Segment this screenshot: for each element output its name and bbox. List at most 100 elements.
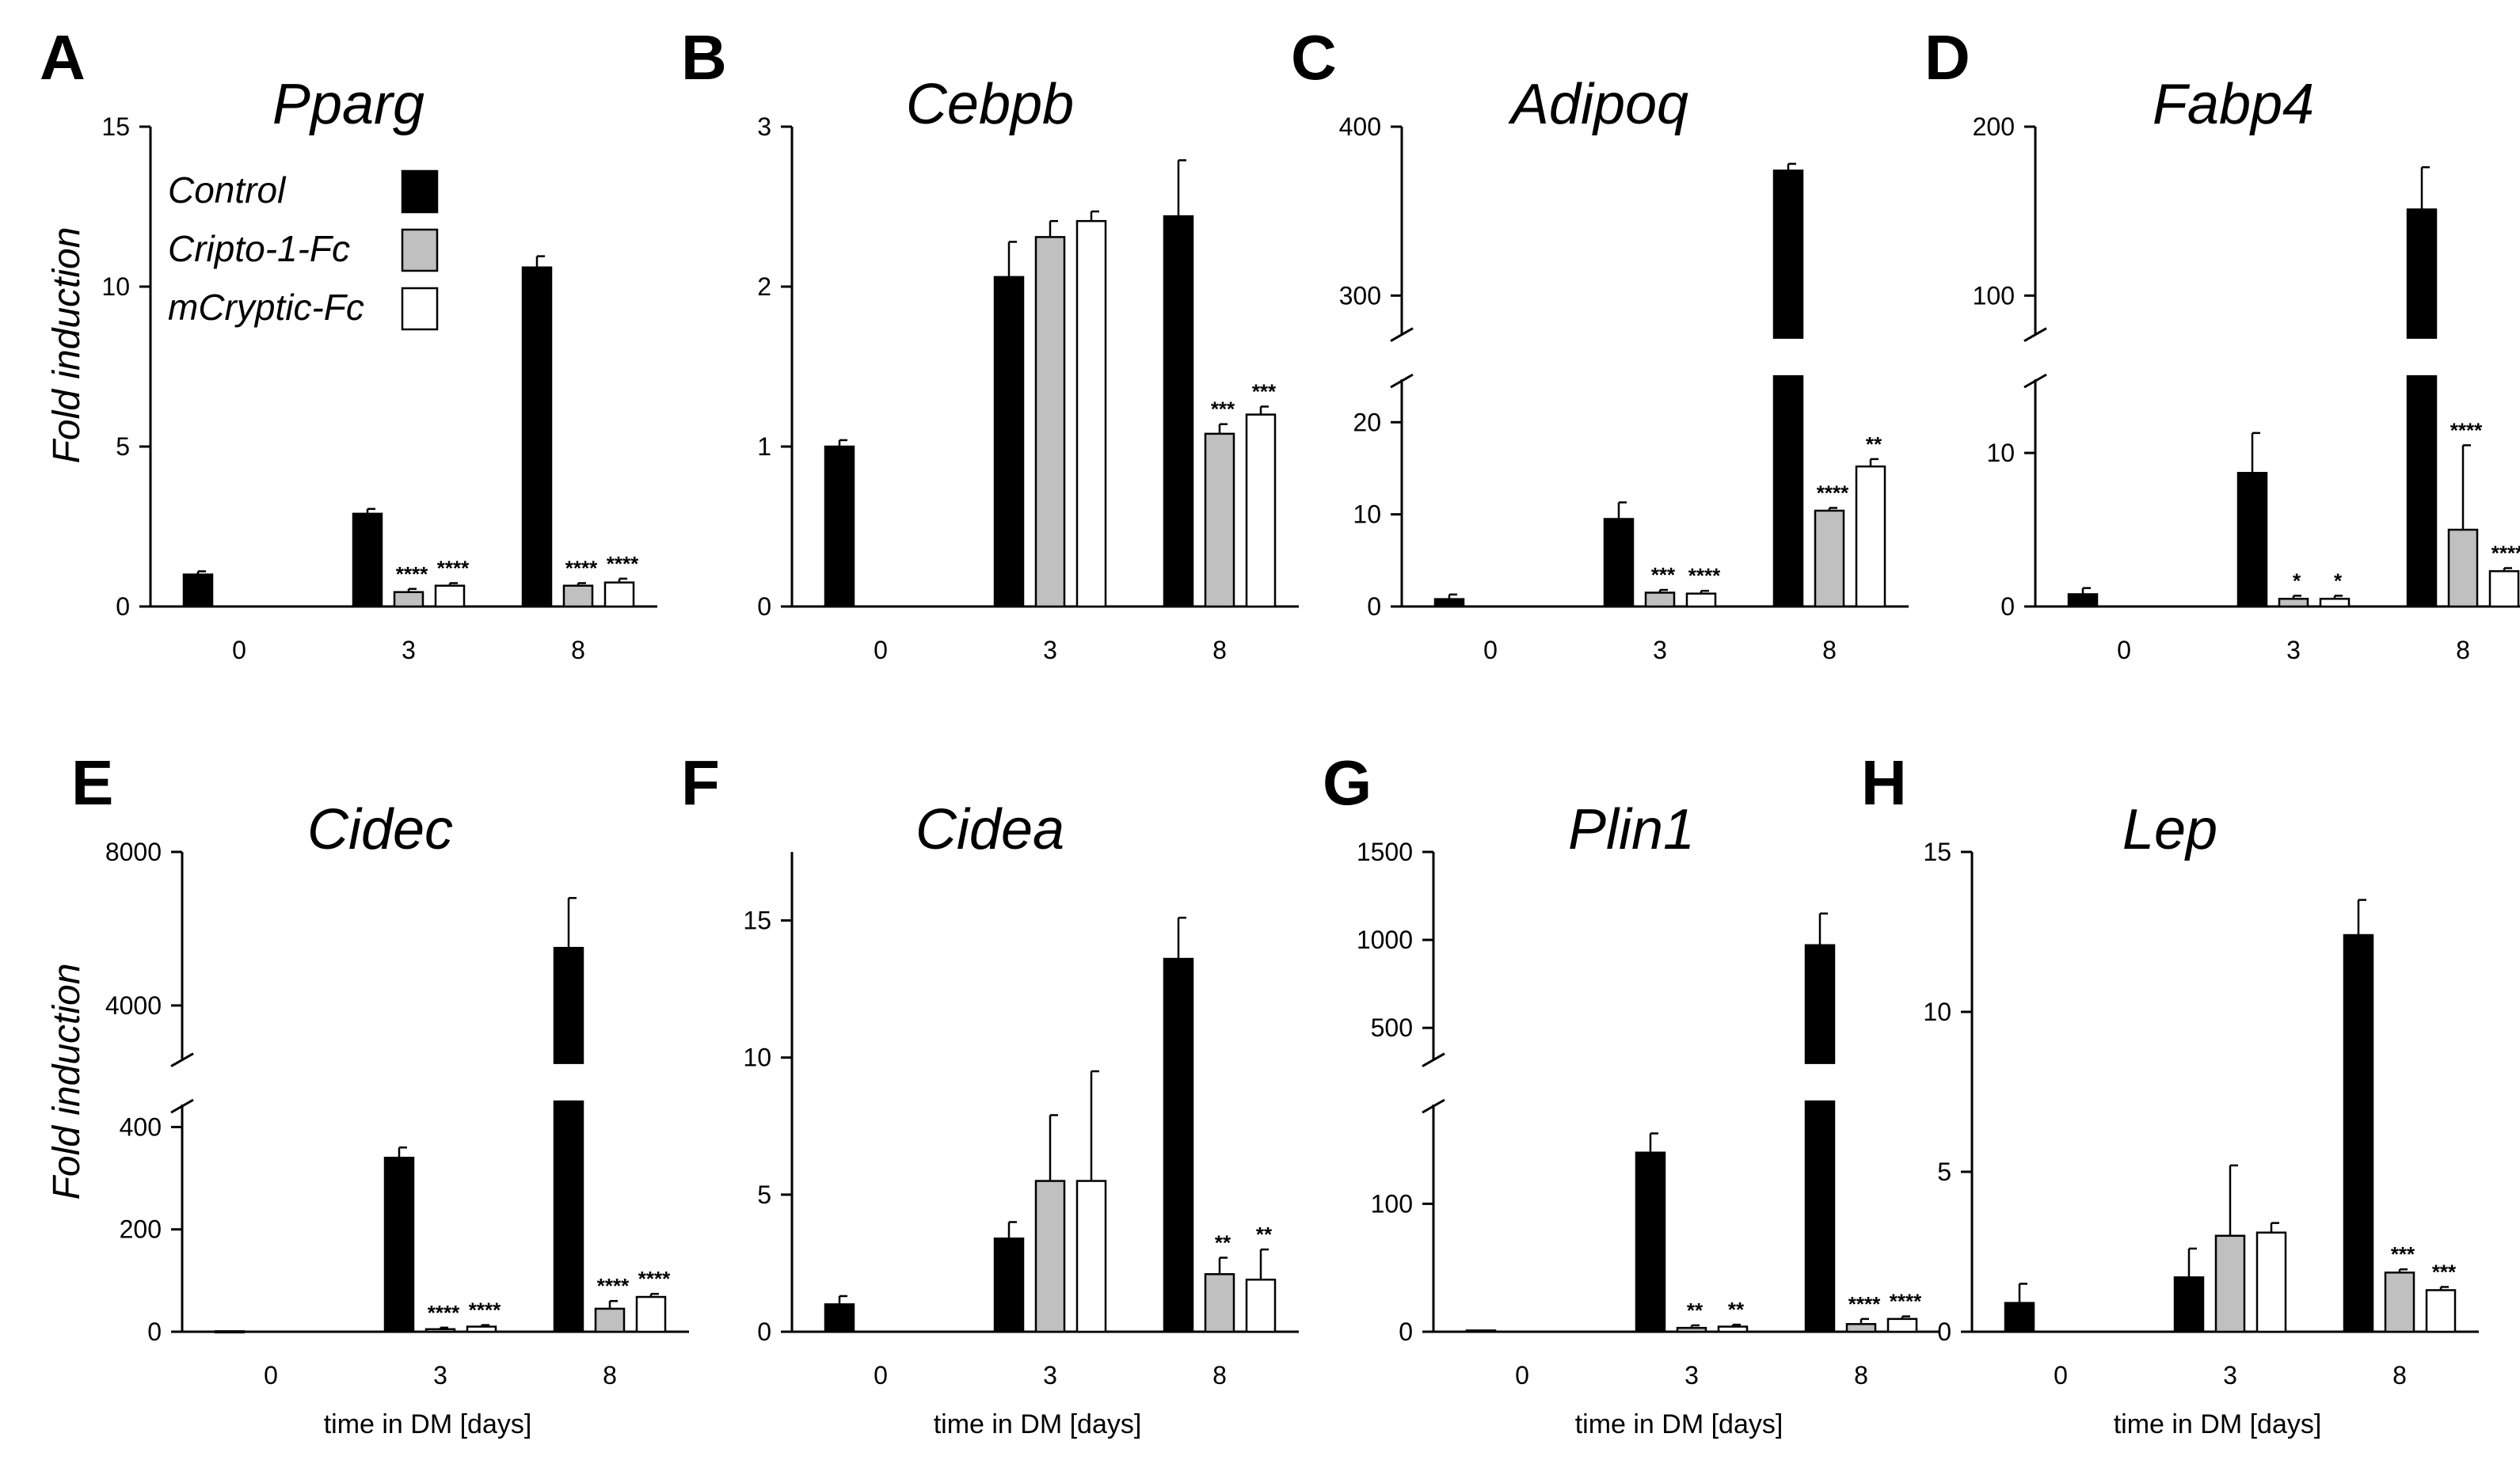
bar <box>603 581 635 608</box>
significance-marker: * <box>2293 568 2301 592</box>
x-tick-label: 0 <box>2054 1361 2068 1390</box>
y-tick-label: 200 <box>1973 112 2015 141</box>
x-tick-label: 8 <box>2392 1361 2407 1390</box>
bar <box>383 1156 415 1333</box>
x-tick-label: 3 <box>1043 1361 1057 1390</box>
x-tick-label: 3 <box>1684 1361 1699 1390</box>
significance-marker: **** <box>437 557 470 580</box>
chart-title: Adipoq <box>1508 73 1688 136</box>
significance-marker: *** <box>2432 1260 2457 1283</box>
significance-marker: **** <box>469 1298 501 1322</box>
axis-break-mark <box>170 1098 194 1114</box>
y-tick-label: 3 <box>757 112 771 141</box>
y-tick-label: 4000 <box>105 991 162 1020</box>
bar <box>1814 509 1845 608</box>
y-tick-label: 10 <box>1353 500 1381 529</box>
y-tick-label: 8000 <box>105 838 162 866</box>
y-tick-label: 100 <box>1973 281 2015 310</box>
bar <box>562 584 594 608</box>
x-tick-label: 3 <box>402 636 416 664</box>
significance-marker: ** <box>1215 1231 1231 1255</box>
significance-marker: ** <box>1256 1222 1273 1246</box>
chart-title: Fabp4 <box>2153 73 2314 136</box>
y-tick-label: 15 <box>1923 838 1951 866</box>
significance-marker: **** <box>607 552 639 576</box>
y-tick-label: 0 <box>1937 1317 1951 1346</box>
significance-marker: *** <box>2391 1242 2415 1266</box>
panel-letter: F <box>681 747 720 818</box>
bar <box>1465 1329 1497 1333</box>
y-tick-label: 5 <box>116 432 130 461</box>
y-tick-label: 400 <box>120 1112 162 1141</box>
y-tick-label: 300 <box>1339 281 1381 310</box>
bar <box>182 573 214 608</box>
x-tick-label: 8 <box>1854 1361 1868 1390</box>
panel-e: E Cidec 0 200 400 4000 8000 0 3 **** **** 8 **** ****… <box>71 747 689 1439</box>
y-tick-label: 0 <box>116 592 130 621</box>
y-tick-label: 0 <box>2000 592 2015 621</box>
panel-letter: H <box>1861 747 1907 818</box>
x-tick-label: 8 <box>1212 1361 1227 1390</box>
bar <box>1163 957 1194 1333</box>
y-tick-label: 200 <box>120 1215 162 1244</box>
bar-upper <box>553 946 584 1064</box>
bar <box>521 266 553 608</box>
significance-marker: **** <box>2450 418 2483 442</box>
bar <box>594 1307 626 1333</box>
y-tick-label: 2 <box>757 272 771 301</box>
panel-a: A Pparg 0 5 10 15 0 3 **** **** 8 **** **** <box>40 22 657 664</box>
x-tick-label: 8 <box>1212 636 1227 664</box>
x-tick-label: 0 <box>232 636 246 664</box>
bar <box>1804 1100 1836 1333</box>
bar <box>993 276 1025 608</box>
significance-marker: **** <box>1848 1292 1881 1316</box>
significance-marker: ** <box>1728 1298 1745 1321</box>
bar <box>2214 1234 2246 1333</box>
bar <box>434 584 466 608</box>
x-tick-label: 0 <box>1515 1361 1529 1390</box>
significance-marker: * <box>2334 568 2343 592</box>
y-axis-label-bottom: Fold induction <box>46 964 88 1200</box>
bar <box>993 1238 1025 1333</box>
chart-title: Pparg <box>272 73 424 136</box>
bar <box>2447 528 2479 608</box>
significance-marker: **** <box>638 1267 671 1291</box>
bar <box>2406 375 2438 608</box>
bar-upper <box>1772 169 1804 339</box>
x-axis-label: time in DM [days] <box>934 1409 1142 1439</box>
y-tick-label: 1500 <box>1357 838 1413 866</box>
panel-letter: C <box>1291 22 1337 93</box>
y-tick-label: 10 <box>1986 439 2015 467</box>
bar <box>1635 1151 1666 1333</box>
y-tick-label: 1000 <box>1357 926 1413 954</box>
bar <box>824 1303 855 1333</box>
x-tick-label: 8 <box>571 636 585 664</box>
x-tick-label: 0 <box>2117 636 2131 664</box>
panel-d: D Fabp4 0 10 100 200 0 3 * * 8 **** **** <box>1924 22 2520 664</box>
axis-break-mark <box>2023 327 2047 342</box>
bar <box>1204 1273 1235 1333</box>
bar <box>1163 215 1194 608</box>
bar <box>1245 413 1277 608</box>
significance-marker: **** <box>2491 542 2520 565</box>
significance-marker: **** <box>565 557 598 580</box>
bar <box>1433 598 1465 608</box>
bar <box>1603 518 1635 608</box>
bar <box>2425 1289 2457 1333</box>
x-tick-label: 3 <box>433 1361 447 1390</box>
y-tick-label: 10 <box>1923 998 1951 1026</box>
x-tick-label: 8 <box>2456 636 2470 664</box>
bar <box>2319 598 2351 608</box>
x-tick-label: 8 <box>1822 636 1837 664</box>
bar <box>1855 465 1886 608</box>
bar <box>466 1325 497 1333</box>
significance-marker: **** <box>597 1274 630 1298</box>
bar <box>1075 1180 1107 1333</box>
x-tick-label: 0 <box>1483 636 1498 664</box>
x-tick-label: 3 <box>1043 636 1057 664</box>
panel-letter: E <box>71 747 113 818</box>
y-tick-label: 100 <box>1371 1189 1413 1218</box>
bar <box>635 1295 667 1333</box>
x-axis-label: time in DM [days] <box>1575 1409 1783 1439</box>
